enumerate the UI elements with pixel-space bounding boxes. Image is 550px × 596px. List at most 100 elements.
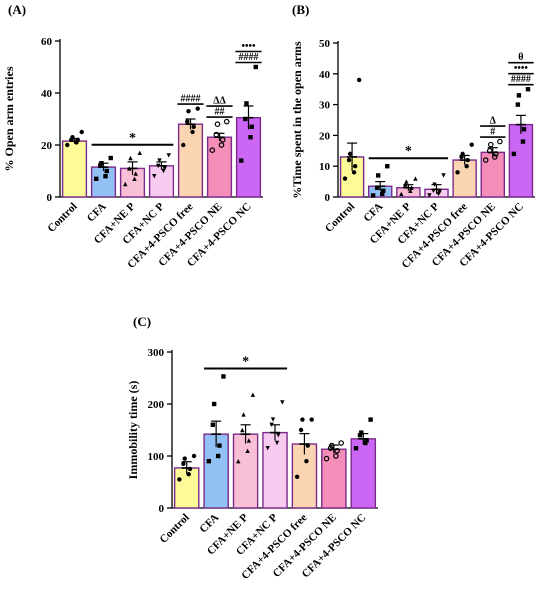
y-axis-label: Immobility time (s) [126, 381, 140, 480]
data-point [94, 176, 99, 181]
data-point [403, 182, 408, 187]
data-point [182, 456, 187, 461]
significance-mark: ΔΔ [213, 96, 226, 107]
y-tick-label: 10 [319, 161, 331, 173]
significance-mark: # [490, 127, 495, 138]
y-tick-label: 0 [159, 503, 165, 515]
y-tick-label: 40 [319, 69, 331, 81]
y-tick-label: 0 [325, 192, 331, 204]
data-point [300, 417, 305, 422]
panel-label: (C) [133, 314, 151, 329]
x-tick-label: Control [323, 201, 357, 235]
data-point [127, 166, 132, 171]
data-point [333, 453, 339, 459]
y-tick-label: 50 [319, 38, 331, 50]
panel-label: (B) [292, 2, 309, 17]
data-point [240, 427, 245, 433]
data-point [304, 459, 309, 464]
data-point [219, 137, 226, 143]
significance-mark: #### [239, 52, 259, 63]
data-point [521, 127, 527, 132]
data-point [525, 87, 531, 92]
bar [177, 123, 204, 198]
data-point [376, 173, 381, 178]
data-point [133, 171, 138, 176]
bar [232, 433, 259, 509]
data-point [195, 106, 200, 111]
y-tick-label: 20 [319, 130, 331, 142]
data-point [493, 151, 499, 157]
data-point [177, 477, 182, 482]
data-point [166, 153, 171, 158]
data-point [223, 118, 230, 125]
significance-mark: •••• [514, 63, 529, 74]
significance-mark: * [242, 354, 249, 369]
data-point [482, 157, 489, 163]
data-point [241, 412, 246, 417]
data-point [399, 191, 404, 197]
data-point [309, 417, 314, 422]
x-tick-label: Control [45, 201, 79, 235]
significance-mark: * [405, 144, 412, 159]
bar [61, 140, 88, 198]
data-point [352, 164, 358, 169]
data-point [427, 193, 432, 198]
data-point [128, 155, 133, 161]
data-point [156, 163, 161, 168]
data-point [487, 141, 494, 148]
data-point [404, 179, 409, 184]
bar [262, 431, 288, 509]
data-point [464, 164, 469, 169]
data-point [357, 433, 363, 438]
data-point [191, 124, 196, 129]
data-point [520, 139, 526, 144]
data-point [265, 446, 270, 451]
data-point [380, 191, 385, 197]
data-point [132, 176, 137, 181]
data-point [246, 438, 252, 443]
data-point [209, 147, 216, 154]
data-point [347, 151, 353, 157]
data-point [516, 93, 522, 98]
data-point [294, 474, 300, 479]
data-point [338, 440, 344, 446]
data-point [515, 102, 521, 107]
y-tick-label: 0 [47, 192, 53, 204]
data-point [432, 182, 437, 187]
data-point [269, 422, 274, 427]
panel-label: (A) [8, 2, 26, 17]
data-point [108, 155, 113, 161]
data-point [243, 116, 248, 122]
bar [480, 151, 506, 198]
bar [321, 448, 347, 509]
data-point [346, 157, 352, 163]
data-point [244, 101, 249, 106]
data-point [298, 427, 304, 433]
y-tick-label: 300 [148, 347, 165, 359]
data-point [413, 176, 418, 181]
data-point [374, 185, 380, 190]
data-point [187, 466, 193, 472]
y-tick-label: 100 [148, 451, 165, 463]
y-tick-label: 20 [41, 140, 53, 152]
data-point [65, 142, 70, 148]
data-point [123, 181, 128, 187]
chart-panel-2: (B) 0 10 20 30 40 50 %Time spent in the open ar… [290, 2, 535, 271]
data-point [186, 109, 191, 114]
data-point [455, 170, 460, 175]
data-point [409, 185, 414, 190]
y-tick-label: 40 [41, 88, 53, 100]
y-axis-label: % Open arm entries [2, 66, 16, 171]
data-point [431, 188, 436, 194]
significance-mark: Δ [490, 116, 497, 127]
data-point [104, 168, 109, 174]
data-point [99, 161, 104, 166]
data-point [329, 442, 335, 449]
data-point [248, 135, 253, 140]
data-point [239, 158, 244, 163]
data-point [103, 174, 108, 179]
data-point [253, 64, 258, 70]
data-point [236, 459, 241, 464]
data-point [334, 447, 340, 454]
